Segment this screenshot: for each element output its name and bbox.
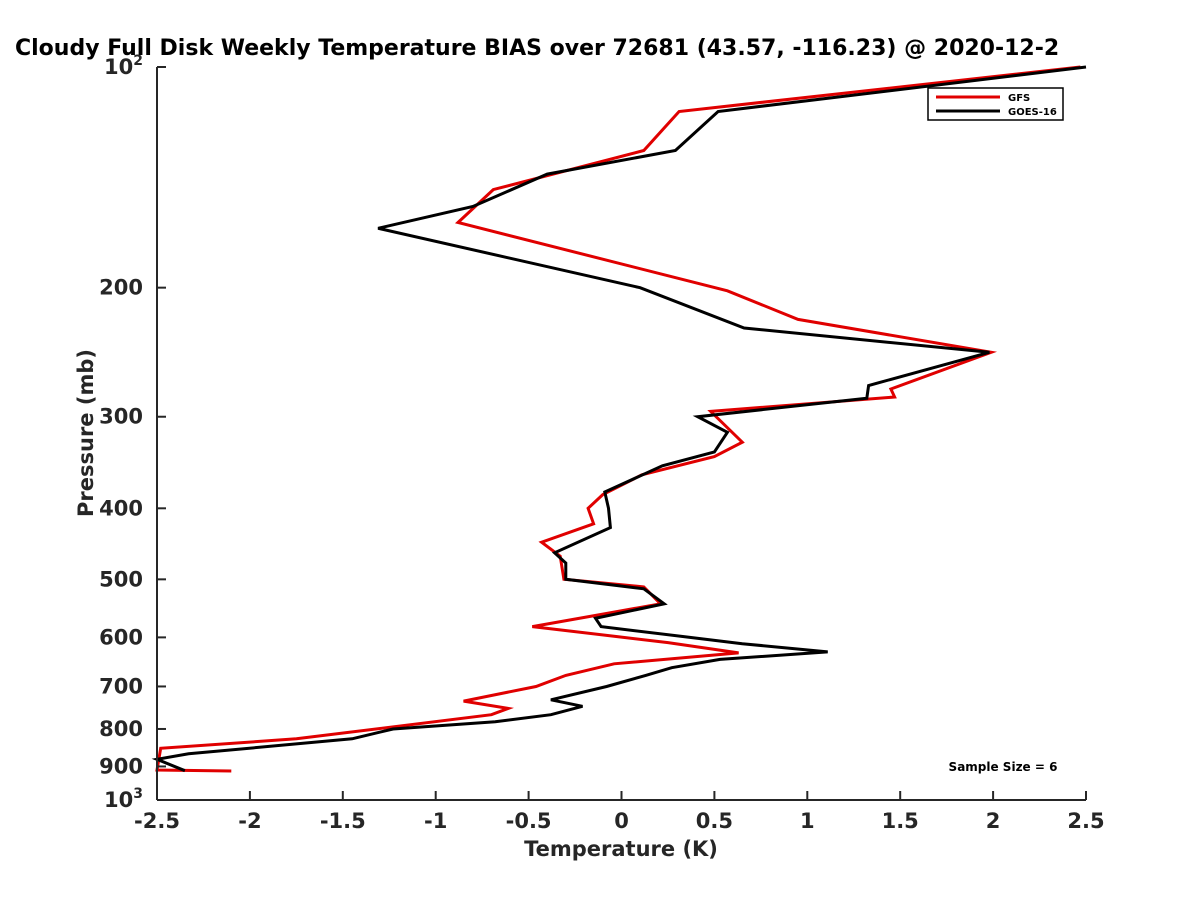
plot-area bbox=[151, 65, 1087, 773]
x-tick-label: 0.5 bbox=[696, 809, 733, 833]
x-tick-label: -2 bbox=[238, 809, 261, 833]
x-tick-label: 2 bbox=[986, 809, 1001, 833]
x-tick-label: 1.5 bbox=[882, 809, 919, 833]
x-tick-label: -2.5 bbox=[134, 809, 180, 833]
x-tick-label: 2.5 bbox=[1067, 809, 1104, 833]
x-tick-label: -1 bbox=[424, 809, 447, 833]
y-tick-label: 500 bbox=[99, 567, 143, 591]
y-tick-label-bottom: 103 bbox=[104, 786, 143, 812]
y-tick-label: 800 bbox=[99, 717, 143, 741]
x-tick-label: 1 bbox=[800, 809, 815, 833]
x-tick-label: -0.5 bbox=[506, 809, 552, 833]
y-tick-label: 900 bbox=[99, 754, 143, 778]
y-tick-label-top: 102 bbox=[104, 53, 143, 79]
y-tick-label: 200 bbox=[99, 276, 143, 300]
legend-label: GFS bbox=[1008, 93, 1030, 104]
series-line-gfs bbox=[155, 65, 1081, 773]
series-line-goes-16 bbox=[151, 65, 1087, 773]
x-axis: -2.5 -2 -1.5 -1 -0.5 0 0.5 1 1.5 2 2.5 bbox=[134, 791, 1105, 833]
y-tick-label: 400 bbox=[99, 496, 143, 520]
y-tick-label: 700 bbox=[99, 674, 143, 698]
sample-size-annotation: Sample Size = 6 bbox=[949, 760, 1058, 774]
x-tick-label: 0 bbox=[614, 809, 629, 833]
y-tick-label: 300 bbox=[99, 405, 143, 429]
x-axis-label: Temperature (K) bbox=[524, 837, 718, 861]
legend-label: GOES-16 bbox=[1008, 107, 1057, 118]
legend: GFS GOES-16 bbox=[927, 87, 1064, 121]
y-axis: 200 300 400 500 600 700 800 900 102 103 bbox=[99, 53, 166, 812]
x-tick-label: -1.5 bbox=[320, 809, 366, 833]
y-axis-label: Pressure (mb) bbox=[74, 349, 98, 517]
chart-title: Cloudy Full Disk Weekly Temperature BIAS… bbox=[15, 36, 1059, 61]
legend-box bbox=[927, 87, 1064, 121]
y-tick-label: 600 bbox=[99, 625, 143, 649]
